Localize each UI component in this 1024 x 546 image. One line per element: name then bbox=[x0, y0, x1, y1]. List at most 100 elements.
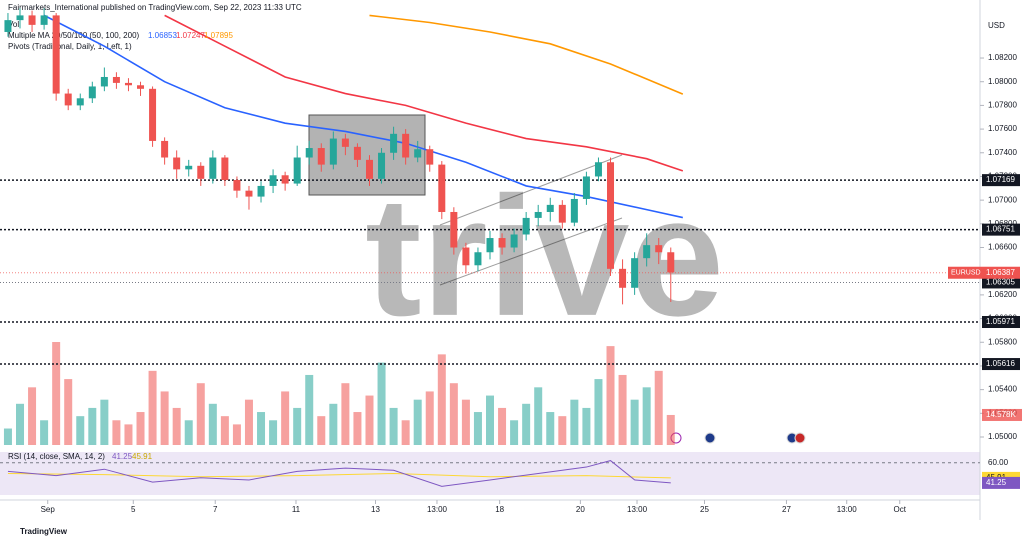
volume-bar bbox=[618, 374, 627, 445]
candle-body bbox=[510, 234, 518, 248]
brand: TradingView bbox=[20, 527, 68, 536]
volume-bar bbox=[606, 346, 615, 445]
volume-bar bbox=[136, 412, 145, 445]
volume-bar bbox=[64, 379, 73, 445]
candle-body bbox=[486, 238, 494, 253]
candle-body bbox=[329, 138, 337, 165]
volume-bar bbox=[124, 424, 133, 445]
currency-label: USD bbox=[988, 21, 1005, 30]
volume-bar bbox=[269, 420, 278, 445]
volume-bar bbox=[473, 412, 482, 445]
volume-bar bbox=[184, 420, 193, 445]
volume-bar bbox=[16, 403, 25, 445]
candle-body bbox=[305, 148, 313, 158]
candle-body bbox=[655, 245, 663, 253]
candle-body bbox=[594, 162, 602, 177]
candle-body bbox=[426, 149, 434, 165]
x-tick-label: 13:00 bbox=[427, 505, 448, 514]
candle-body bbox=[607, 162, 615, 269]
candle-body bbox=[245, 190, 253, 197]
y-tick-label: 1.06200 bbox=[988, 290, 1017, 299]
candle-body bbox=[390, 133, 398, 153]
rsi-line bbox=[7, 460, 671, 487]
y-tick-label: 1.07000 bbox=[988, 195, 1017, 204]
volume-bar bbox=[88, 407, 97, 445]
candle-body bbox=[619, 268, 627, 288]
x-tick-label: 13 bbox=[371, 505, 380, 514]
watermark: trive bbox=[365, 162, 724, 352]
symbol-label-bg bbox=[948, 266, 982, 279]
candle-body bbox=[28, 15, 36, 25]
candle-body bbox=[365, 159, 373, 179]
candle-body bbox=[209, 157, 217, 179]
price-label: 1.05616 bbox=[986, 359, 1015, 368]
y-tick-label: 1.05000 bbox=[988, 432, 1017, 441]
volume-bar bbox=[389, 407, 398, 445]
candle-body bbox=[185, 165, 193, 170]
volume-bar bbox=[341, 383, 350, 445]
volume-bar bbox=[498, 407, 507, 445]
candle-body bbox=[4, 20, 12, 32]
volume-bar bbox=[3, 428, 12, 445]
volume-bar bbox=[172, 407, 181, 445]
y-tick-label: 1.08000 bbox=[988, 77, 1017, 86]
chart-title: Fairmarkets_International published on T… bbox=[8, 3, 302, 12]
candle-body bbox=[76, 98, 84, 106]
volume-bar bbox=[558, 416, 567, 445]
candle-body bbox=[16, 15, 24, 21]
volume-bar bbox=[365, 395, 374, 445]
price-label: 1.06387 bbox=[986, 268, 1015, 277]
price-label-bg bbox=[982, 276, 1020, 289]
volume-bar bbox=[630, 399, 639, 445]
volume-bar bbox=[196, 383, 205, 445]
candle-body bbox=[269, 175, 277, 186]
volume-bar bbox=[522, 403, 531, 445]
volume-bar bbox=[244, 399, 253, 445]
rsi-band-label: 60.00 bbox=[988, 458, 1009, 467]
volume-bar bbox=[220, 416, 229, 445]
price-label: 1.05971 bbox=[986, 317, 1015, 326]
volume-bar bbox=[293, 407, 302, 445]
volume-bar bbox=[281, 391, 290, 445]
event-icon[interactable] bbox=[704, 432, 716, 444]
price-label-bg bbox=[982, 174, 1020, 187]
volume-label: 14.578K bbox=[986, 410, 1016, 419]
volume-label-bg bbox=[982, 408, 1022, 421]
x-tick-label: 27 bbox=[782, 505, 791, 514]
rsi-label: 41.25 bbox=[986, 478, 1007, 487]
candle-body bbox=[149, 88, 157, 141]
price-label: 1.07169 bbox=[986, 175, 1015, 184]
ma-legend-value: 1.06853 bbox=[148, 31, 177, 40]
volume-bar bbox=[425, 391, 434, 445]
candle-body bbox=[570, 198, 578, 223]
candle-body bbox=[498, 238, 506, 248]
volume-bar bbox=[666, 414, 675, 445]
x-tick-label: 7 bbox=[213, 505, 218, 514]
candle-body bbox=[221, 157, 229, 181]
x-tick-label: 20 bbox=[576, 505, 585, 514]
volume-bar bbox=[160, 391, 169, 445]
candle-body bbox=[667, 252, 675, 273]
volume-bar bbox=[654, 370, 663, 445]
pivots-legend: Pivots (Traditional, Daily, 1, Left, 1) bbox=[8, 42, 132, 51]
volume-bar bbox=[52, 342, 61, 445]
volume-bar bbox=[100, 399, 109, 445]
candle-body bbox=[534, 211, 542, 218]
x-tick-label: Oct bbox=[894, 505, 907, 514]
volume-bar bbox=[28, 387, 37, 445]
event-icon[interactable] bbox=[794, 432, 806, 444]
volume-bar bbox=[534, 387, 543, 445]
volume-bar bbox=[377, 362, 386, 445]
candle-body bbox=[137, 85, 145, 89]
x-tick-label: 25 bbox=[700, 505, 709, 514]
volume-bar bbox=[413, 399, 422, 445]
candle-body bbox=[558, 204, 566, 223]
moving-average bbox=[369, 14, 684, 95]
candle-body bbox=[173, 157, 181, 170]
candle-body bbox=[631, 258, 639, 288]
candle-body bbox=[52, 15, 60, 94]
volume-bar bbox=[510, 420, 519, 445]
ma-legend: Multiple MA 20/50/100 (50, 100, 200) bbox=[8, 31, 140, 40]
price-label-bg bbox=[982, 223, 1020, 236]
